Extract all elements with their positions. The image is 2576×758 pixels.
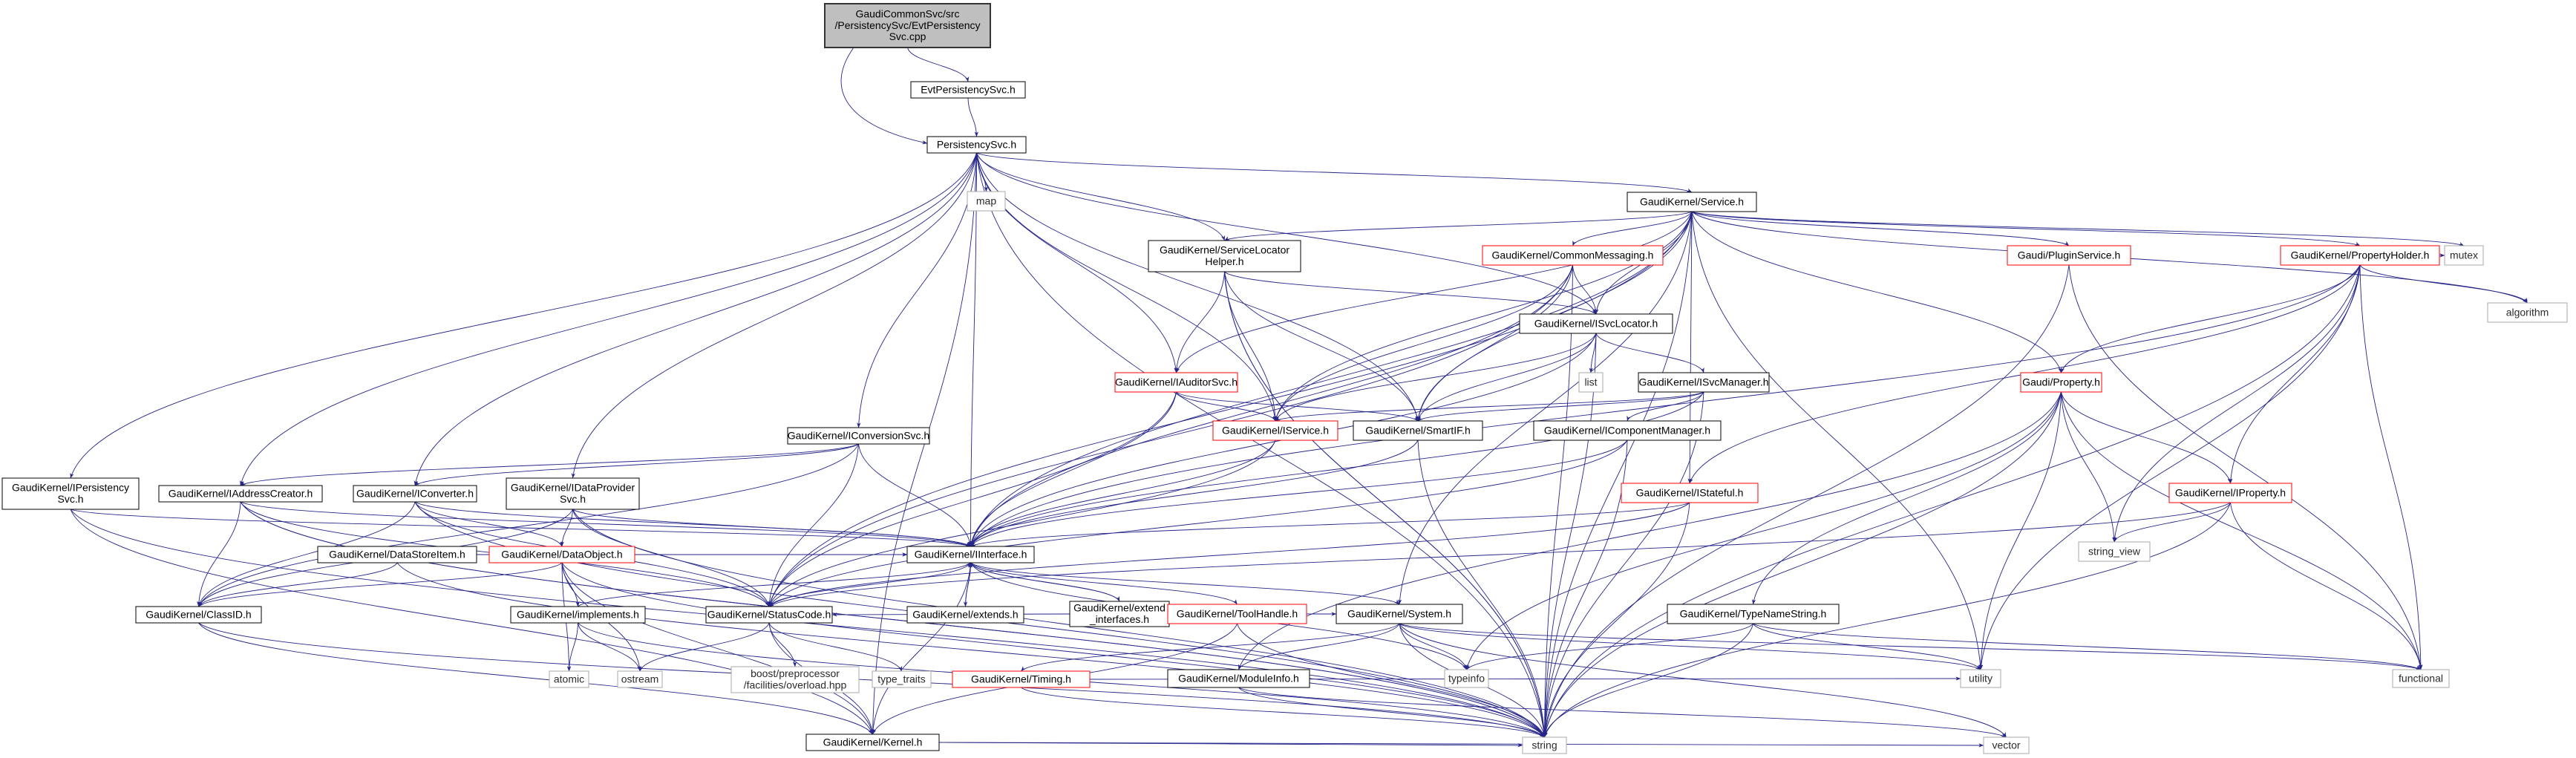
svg-text:map: map: [976, 195, 996, 206]
svg-text:boost/preprocessor: boost/preprocessor: [751, 667, 840, 679]
svg-text:GaudiKernel/ClassID.h: GaudiKernel/ClassID.h: [146, 608, 251, 620]
svg-text:GaudiKernel/extends.h: GaudiKernel/extends.h: [912, 608, 1018, 620]
svg-text:utility: utility: [1969, 672, 1993, 684]
svg-text:list: list: [1584, 376, 1597, 388]
svg-text:GaudiKernel/IAddressCreator.h: GaudiKernel/IAddressCreator.h: [169, 487, 313, 499]
svg-text:_interfaces.h: _interfaces.h: [1089, 613, 1149, 625]
svg-text:GaudiKernel/ToolHandle.h: GaudiKernel/ToolHandle.h: [1177, 607, 1298, 619]
svg-text:GaudiKernel/System.h: GaudiKernel/System.h: [1347, 607, 1451, 619]
svg-text:GaudiKernel/DataObject.h: GaudiKernel/DataObject.h: [501, 548, 622, 560]
svg-text:GaudiKernel/IComponentManager.: GaudiKernel/IComponentManager.h: [1544, 424, 1710, 436]
svg-text:string: string: [1531, 739, 1557, 751]
svg-text:Gaudi/PluginService.h: Gaudi/PluginService.h: [2018, 249, 2121, 261]
svg-text:PersistencySvc.h: PersistencySvc.h: [937, 138, 1016, 150]
svg-text:/PersistencySvc/EvtPersistency: /PersistencySvc/EvtPersistency: [834, 19, 980, 31]
svg-text:Svc.h: Svc.h: [560, 493, 586, 505]
svg-text:atomic: atomic: [554, 673, 584, 685]
svg-text:GaudiKernel/Kernel.h: GaudiKernel/Kernel.h: [823, 736, 923, 748]
svg-text:GaudiKernel/TypeNameString.h: GaudiKernel/TypeNameString.h: [1680, 607, 1827, 619]
svg-text:GaudiKernel/IService.h: GaudiKernel/IService.h: [1222, 424, 1329, 436]
svg-text:GaudiKernel/ModuleInfo.h: GaudiKernel/ModuleInfo.h: [1178, 672, 1299, 684]
svg-text:GaudiKernel/IStateful.h: GaudiKernel/IStateful.h: [1636, 486, 1744, 498]
svg-text:GaudiKernel/Timing.h: GaudiKernel/Timing.h: [971, 673, 1071, 685]
svg-text:GaudiKernel/IPersistency: GaudiKernel/IPersistency: [12, 482, 129, 494]
svg-text:GaudiKernel/IConverter.h: GaudiKernel/IConverter.h: [356, 487, 474, 499]
svg-text:GaudiKernel/CommonMessaging.h: GaudiKernel/CommonMessaging.h: [1492, 249, 1654, 261]
svg-text:GaudiKernel/DataStoreItem.h: GaudiKernel/DataStoreItem.h: [329, 548, 465, 560]
svg-text:/facilities/overload.hpp: /facilities/overload.hpp: [744, 679, 847, 690]
svg-text:type_traits: type_traits: [877, 673, 926, 685]
svg-text:Helper.h: Helper.h: [1205, 255, 1243, 267]
svg-text:GaudiKernel/SmartIF.h: GaudiKernel/SmartIF.h: [1365, 424, 1471, 436]
svg-text:GaudiKernel/ISvcManager.h: GaudiKernel/ISvcManager.h: [1638, 376, 1768, 388]
svg-text:GaudiKernel/IProperty.h: GaudiKernel/IProperty.h: [2175, 486, 2286, 498]
svg-text:GaudiKernel/ServiceLocator: GaudiKernel/ServiceLocator: [1160, 244, 1289, 256]
svg-text:mutex: mutex: [2450, 249, 2478, 261]
svg-text:GaudiKernel/IDataProvider: GaudiKernel/IDataProvider: [511, 482, 635, 494]
svg-text:GaudiCommonSvc/src: GaudiCommonSvc/src: [855, 8, 959, 20]
svg-text:GaudiKernel/ISvcLocator.h: GaudiKernel/ISvcLocator.h: [1534, 317, 1658, 329]
svg-text:GaudiKernel/implements.h: GaudiKernel/implements.h: [517, 608, 639, 620]
svg-text:algorithm: algorithm: [2506, 306, 2549, 318]
svg-text:GaudiKernel/IAuditorSvc.h: GaudiKernel/IAuditorSvc.h: [1115, 376, 1238, 388]
svg-text:functional: functional: [2399, 672, 2443, 684]
svg-text:Gaudi/Property.h: Gaudi/Property.h: [2022, 376, 2100, 388]
svg-text:GaudiKernel/extend: GaudiKernel/extend: [1073, 602, 1166, 614]
svg-text:GaudiKernel/IInterface.h: GaudiKernel/IInterface.h: [915, 548, 1027, 560]
svg-text:vector: vector: [1992, 739, 2020, 751]
svg-text:Svc.cpp: Svc.cpp: [889, 30, 926, 42]
svg-text:Svc.h: Svc.h: [57, 493, 83, 505]
svg-text:ostream: ostream: [621, 673, 659, 685]
svg-text:GaudiKernel/IConversionSvc.h: GaudiKernel/IConversionSvc.h: [788, 429, 929, 441]
svg-text:typeinfo: typeinfo: [1448, 672, 1485, 684]
svg-text:GaudiKernel/PropertyHolder.h: GaudiKernel/PropertyHolder.h: [2291, 249, 2430, 261]
svg-text:GaudiKernel/Service.h: GaudiKernel/Service.h: [1640, 195, 1744, 207]
svg-text:string_view: string_view: [2088, 545, 2141, 557]
svg-text:EvtPersistencySvc.h: EvtPersistencySvc.h: [921, 83, 1016, 95]
svg-text:GaudiKernel/StatusCode.h: GaudiKernel/StatusCode.h: [707, 608, 831, 620]
